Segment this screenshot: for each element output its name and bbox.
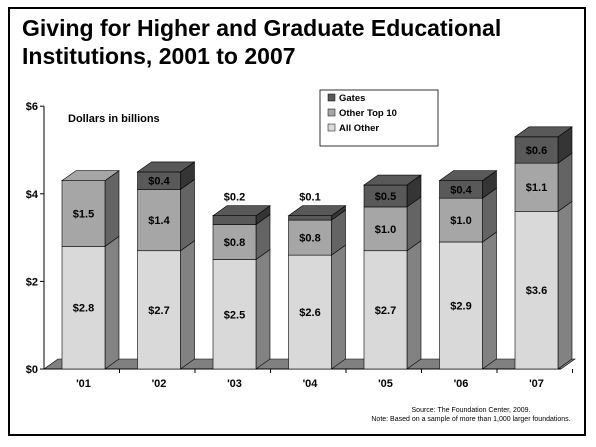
bar-side-all-other: [482, 231, 497, 370]
data-label-other-top-10: $1.0: [375, 224, 396, 236]
bar-segment-gates: [288, 215, 332, 221]
chart-legend: Gates Other Top 10 All Other: [319, 89, 439, 147]
data-label-all-other: $3.6: [526, 285, 547, 297]
x-tick-label: '06: [454, 378, 469, 390]
y-tick-label: $2: [26, 276, 38, 288]
bar-top-face: [212, 205, 271, 216]
y-tick-label: $6: [26, 101, 38, 113]
data-label-other-top-10: $1.0: [450, 215, 471, 227]
data-label-other-top-10: $1.5: [73, 209, 94, 221]
unit-note: Dollars in billions: [68, 113, 160, 125]
bar-segment-all-other: [61, 246, 106, 370]
data-label-other-top-10: $1.4: [148, 215, 170, 227]
data-label-gates: $0.2: [224, 192, 245, 204]
x-tick-label: '05: [378, 378, 393, 390]
x-tick-label: '04: [303, 378, 319, 390]
sample-note: Note: Based on a sample of more than 1,0…: [371, 416, 570, 423]
source-note: Source: The Foundation Center, 2009.: [412, 407, 531, 414]
chart-title-line-2: Institutions, 2001 to 2007: [22, 43, 296, 69]
data-label-other-top-10: $0.8: [299, 233, 320, 245]
chart-plot-area: $0 $2 $4 $6 '01 $2.8 $1.5 '02 $2.7 $1.4 $0.4 '03 $2.…: [26, 101, 576, 390]
legend-label: Other Top 10: [339, 108, 397, 119]
bar-segment-other-top-10: [439, 197, 483, 243]
y-tick-label: $4: [26, 189, 39, 201]
bar-segment-other-top-10: [61, 180, 106, 247]
bar-side-all-other: [406, 240, 422, 370]
bar-segment-other-top-10: [137, 189, 181, 252]
bar-top-face: [363, 174, 422, 186]
y-tick-label: $0: [26, 364, 38, 376]
bar-top-face: [136, 161, 196, 173]
bar-side-all-other: [255, 248, 271, 370]
legend-label: Gates: [339, 93, 365, 104]
legend-swatch: [327, 108, 336, 117]
legend-swatch: [327, 93, 336, 102]
bar-top-face: [61, 170, 120, 181]
bar-segment-gates: [212, 215, 257, 225]
bar-segment-other-top-10: [363, 206, 408, 252]
data-label-other-top-10: $0.8: [224, 237, 245, 249]
bar-segment-all-other: [514, 211, 559, 370]
bar-segment-other-top-10: [288, 219, 332, 256]
bar-top-face: [514, 126, 573, 138]
legend-label: All Other: [339, 123, 379, 134]
data-label-all-other: $2.5: [224, 309, 245, 321]
bar-side-all-other: [331, 244, 346, 370]
bar-side-all-other: [180, 240, 195, 370]
legend-swatch: [327, 123, 336, 132]
x-tick-label: '03: [227, 378, 242, 390]
x-tick-label: '07: [529, 378, 544, 390]
chart-title: Giving for Higher and Graduate Education…: [22, 14, 572, 70]
data-label-all-other: $2.8: [73, 303, 94, 315]
bar-segment-all-other: [137, 250, 181, 370]
data-label-gates: $0.6: [526, 145, 547, 157]
bar-side-other-top-10: [104, 170, 120, 247]
data-label-other-top-10: $1.1: [526, 182, 547, 194]
bar-segment-other-top-10: [212, 224, 257, 260]
bar-segment-other-top-10: [514, 162, 559, 212]
legend-box: [319, 89, 439, 147]
data-label-all-other: $2.9: [450, 300, 471, 312]
data-label-all-other: $2.6: [299, 307, 320, 319]
bar-side-all-other: [104, 235, 120, 370]
bar-top-face: [438, 170, 498, 181]
data-label-all-other: $2.7: [375, 305, 396, 317]
x-tick-label: '02: [152, 378, 167, 390]
bar-segment-all-other: [288, 254, 332, 370]
data-label-all-other: $2.7: [148, 305, 169, 317]
bar-top-face: [287, 205, 347, 216]
chart-title-line-1: Giving for Higher and Graduate Education…: [22, 15, 502, 41]
bar-segment-all-other: [439, 241, 483, 370]
data-label-gates: $0.1: [299, 192, 320, 204]
x-tick-label: '01: [76, 378, 91, 390]
data-label-gates: $0.4: [450, 184, 472, 196]
bar-segment-all-other: [212, 259, 257, 370]
bar-side-other-top-10: [180, 178, 195, 252]
data-label-gates: $0.4: [148, 176, 170, 188]
data-label-gates: $0.5: [375, 191, 396, 203]
bar-side-all-other: [557, 200, 573, 370]
